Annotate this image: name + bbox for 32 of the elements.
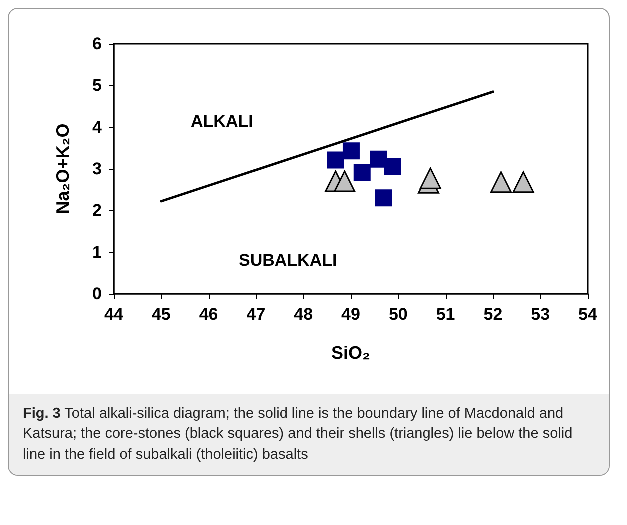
x-tick-label: 46 — [199, 305, 218, 324]
y-tick-label: 1 — [92, 242, 102, 262]
x-tick-label: 52 — [484, 305, 503, 324]
y-tick-label: 2 — [92, 201, 102, 220]
x-axis-title: SiO₂ — [331, 343, 371, 363]
y-tick-label: 5 — [92, 76, 102, 96]
x-tick-label: 50 — [388, 305, 408, 324]
point — [490, 172, 512, 194]
x-tick-label: 48 — [294, 305, 314, 324]
x-tick-label: 53 — [531, 305, 550, 324]
y-axis-title: Na₂O+K₂O — [53, 124, 73, 214]
y-tick-label: 6 — [92, 34, 102, 54]
point — [342, 142, 360, 160]
point — [384, 158, 402, 175]
x-tick-label: 44 — [104, 305, 124, 324]
point — [420, 168, 442, 190]
point — [354, 164, 371, 182]
point — [512, 172, 534, 194]
x-tick-label: 54 — [578, 305, 598, 324]
x-tick-label: 49 — [342, 305, 360, 324]
point — [375, 190, 392, 207]
annotation: SUBALKALI — [239, 251, 338, 270]
y-tick-label: 4 — [92, 118, 103, 137]
annotation: ALKALI — [191, 112, 254, 131]
caption: Fig. 3 Total alkali-silica diagram; the solid line is the boundary line of Macdonald and Katsura; the core-stones (black squares) and their shells (triangles) lie below the solid line in the field of subalkali (tholeiitic) basalts — [23, 405, 574, 465]
x-tick-label: 47 — [246, 305, 266, 324]
y-tick-label: 0 — [92, 284, 102, 304]
point — [334, 170, 356, 192]
y-tick-label: 3 — [92, 160, 102, 178]
x-tick-label: 51 — [436, 305, 456, 324]
point — [327, 152, 344, 169]
x-tick-label: 45 — [152, 305, 171, 324]
